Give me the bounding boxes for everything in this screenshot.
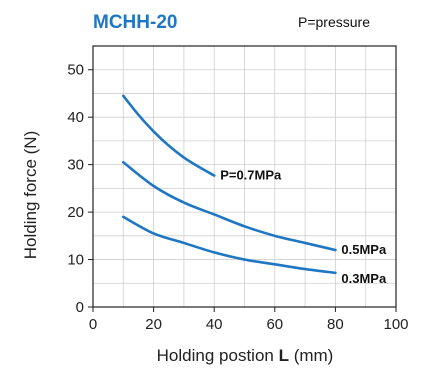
series-label: P=0.7MPa (220, 168, 282, 183)
series-label: 0.5MPa (341, 242, 387, 257)
x-axis-label: Holding postion L (mm) (157, 346, 334, 365)
plot-frame (92, 45, 397, 308)
x-tick-label: 60 (266, 316, 283, 333)
grid (93, 46, 396, 307)
y-tick-label: 20 (67, 204, 84, 221)
ticks: 0 20 40 60 80 100 0 10 20 30 40 50 (67, 62, 408, 333)
y-tick-label: 30 (67, 157, 84, 174)
series-line (122, 94, 216, 177)
series-label: 0.3MPa (341, 271, 387, 286)
chart-title: MCHH-20 (93, 12, 177, 33)
y-tick-label: 40 (67, 109, 84, 126)
x-axis-label-main: Holding postion (157, 346, 279, 365)
series (122, 94, 337, 275)
x-tick-label: 0 (89, 316, 97, 333)
x-axis-label-symbol: L (279, 346, 289, 365)
y-tick-label: 50 (67, 62, 84, 79)
series-labels: P=0.7MPa 0.5MPa 0.3MPa (220, 168, 387, 286)
x-tick-label: 20 (145, 316, 162, 333)
x-axis-label-unit: (mm) (289, 346, 333, 365)
series-line (122, 215, 337, 275)
y-tick-label: 0 (76, 299, 84, 316)
y-tick-label: 10 (67, 252, 84, 269)
x-tick-label: 40 (206, 316, 223, 333)
x-tick-label: 100 (383, 316, 408, 333)
series-line (122, 160, 337, 252)
pressure-note: P=pressure (298, 14, 370, 30)
y-axis-label: Holding force (N) (21, 131, 40, 260)
x-tick-label: 80 (327, 316, 344, 333)
